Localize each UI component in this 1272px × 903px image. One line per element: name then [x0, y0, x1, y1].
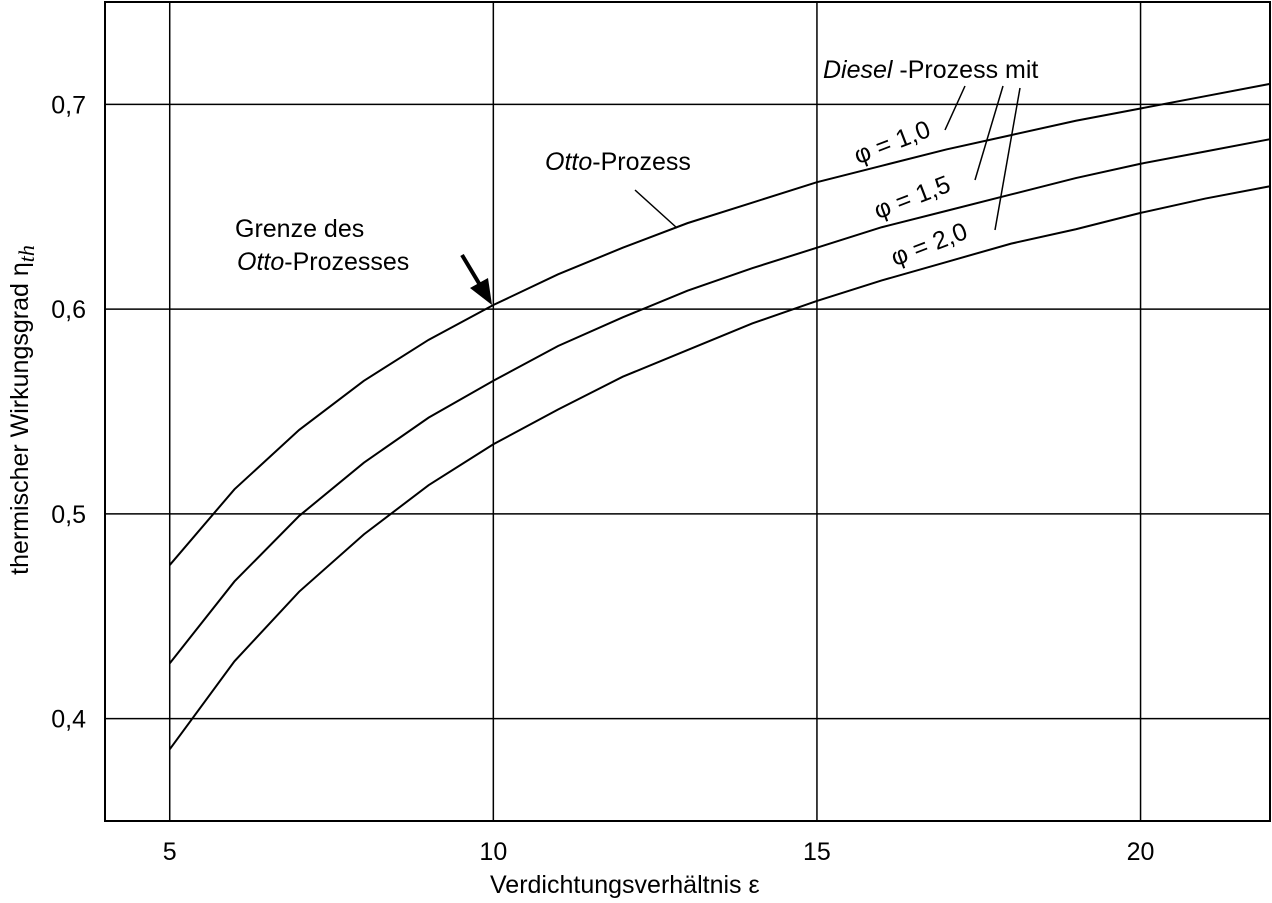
line-series — [168, 82, 1271, 566]
grenze-line2: Otto-Prozesses — [237, 248, 409, 276]
series-label: φ = 1,0 — [850, 115, 934, 170]
y-tick-label: 0,6 — [51, 296, 86, 324]
diesel-annotation: Diesel -Prozess mit — [823, 56, 1038, 84]
y-axis-label-sub: th — [14, 245, 39, 262]
series-label: φ = 1,5 — [870, 170, 954, 225]
arrow-head — [470, 278, 492, 305]
y-tick-label: 0,5 — [51, 501, 86, 529]
y-axis-label: thermischer Wirkungsgrad ηth — [6, 245, 39, 575]
leader-line — [994, 87, 1021, 231]
grenze-rest: -Prozesses — [284, 248, 409, 276]
y-tick-label: 0,7 — [51, 91, 86, 119]
leader-line — [944, 85, 966, 131]
otto-rest: -Prozess — [592, 148, 691, 176]
leader-line — [974, 85, 1004, 181]
grenze-line1: Grenze des — [235, 215, 364, 243]
plot-frame — [104, 1, 1271, 822]
x-tick-label: 15 — [803, 838, 831, 866]
x-tick-label: 20 — [1127, 838, 1155, 866]
x-tick-label: 5 — [163, 838, 177, 866]
leader-line — [634, 189, 678, 229]
line-series — [168, 138, 1271, 664]
y-tick-label: 0,4 — [51, 706, 86, 734]
diesel-rest: -Prozess mit — [892, 56, 1038, 84]
line-series — [168, 185, 1271, 750]
x-tick-label: 10 — [479, 838, 507, 866]
diesel-italic: Diesel — [823, 56, 894, 84]
arrow-shaft — [460, 253, 482, 287]
x-axis-label: Verdichtungsverhältnis ε — [490, 871, 760, 899]
grenze-italic: Otto — [237, 248, 284, 276]
otto-italic: Otto — [545, 148, 592, 176]
y-axis-label-main: thermischer Wirkungsgrad η — [6, 262, 34, 575]
otto-annotation: Otto-Prozess — [545, 148, 691, 176]
series-label: φ = 2,0 — [887, 217, 971, 272]
